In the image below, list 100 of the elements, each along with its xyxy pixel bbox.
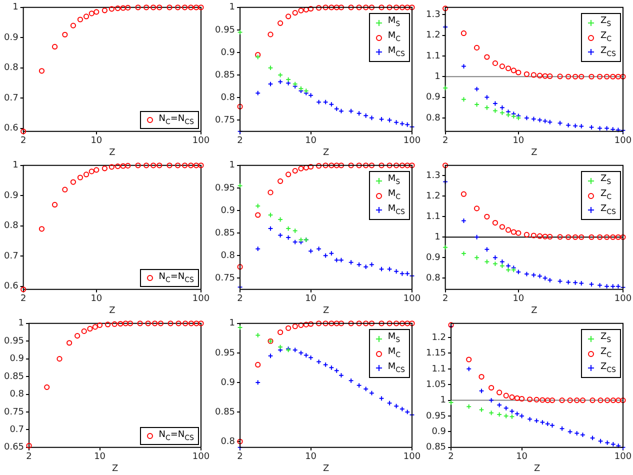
legend-label: M$_{S}$ (388, 173, 400, 188)
y-tick-label: 0.8 (4, 63, 19, 74)
legend-label: Z$_{CS}$ (600, 44, 616, 60)
x-tick-label: 2 (237, 452, 243, 462)
x-axis-title: Z (531, 306, 538, 316)
y-tick-label: 0.9 (220, 378, 236, 388)
y-tick-label: 0.7 (10, 425, 24, 436)
x-tick-label: 2 (442, 136, 448, 146)
legend-label: M$_{CS}$ (388, 44, 405, 60)
legend-label: N$_{C}$=N$_{CS}$ (158, 112, 194, 128)
x-tick-label: 100 (403, 294, 421, 304)
x-tick-label: 100 (614, 452, 632, 462)
legend-label: Z$_{C}$ (600, 188, 612, 203)
y-tick-label: 0.85 (4, 372, 24, 382)
y-tick-label: 1 (229, 318, 236, 329)
x-axis-title: Z (112, 464, 118, 474)
x-tick-label: 10 (512, 294, 524, 304)
x-tick-label: 100 (403, 452, 421, 462)
legend-label: M$_{C}$ (388, 30, 401, 45)
x-axis-title: Z (322, 306, 330, 316)
y-tick-label: 1 (18, 318, 24, 329)
y-tick-label: 1 (229, 2, 236, 13)
y-tick-label: 0.85 (214, 407, 236, 418)
x-tick-label: 100 (614, 294, 632, 304)
y-tick-label: 0.8 (426, 273, 441, 284)
y-tick-label: 0.95 (214, 183, 236, 194)
x-tick-label: 2 (442, 294, 448, 304)
y-tick-label: 0.7 (4, 93, 18, 104)
y-tick-label: 0.8 (10, 390, 24, 400)
y-tick-label: 1 (434, 232, 440, 242)
legend-label: Z$_{CS}$ (600, 360, 616, 376)
legend-label: Z$_{S}$ (600, 173, 612, 188)
y-tick-label: 0.8 (220, 250, 236, 261)
y-tick-label: 1.15 (426, 348, 446, 359)
legend-label: Z$_{C}$ (600, 346, 612, 361)
y-tick-label: 1.2 (426, 191, 440, 202)
x-tick-label: 10 (305, 136, 317, 146)
x-axis-title: Z (109, 306, 116, 316)
legend-label: Z$_{C}$ (600, 30, 612, 45)
legend-label: M$_{C}$ (388, 346, 401, 361)
x-tick-label: 100 (403, 136, 421, 146)
y-tick-label: 1.2 (426, 30, 440, 41)
legend-label: N$_{C}$=N$_{CS}$ (158, 428, 194, 444)
y-tick-label: 1.1 (426, 212, 440, 222)
y-tick-label: 0.9 (220, 206, 236, 216)
legend-label: M$_{C}$ (388, 188, 401, 203)
x-tick-label: 100 (192, 136, 210, 146)
x-tick-label: 100 (614, 136, 632, 146)
legend-label: M$_{S}$ (388, 15, 400, 30)
y-tick-label: 0.6 (4, 282, 19, 292)
legend-label: M$_{S}$ (388, 331, 400, 346)
y-tick-label: 0.95 (214, 25, 236, 36)
y-tick-label: 0.9 (220, 48, 236, 58)
x-tick-label: 2 (26, 452, 32, 462)
y-tick-label: 1 (440, 396, 446, 406)
y-tick-label: 0.9 (4, 32, 19, 43)
x-tick-label: 10 (305, 452, 317, 462)
x-axis-title: Z (531, 148, 538, 158)
y-tick-label: 0.9 (10, 354, 24, 364)
y-tick-label: 0.95 (214, 348, 236, 358)
y-tick-label: 1 (12, 160, 18, 171)
y-tick-label: 1.1 (426, 51, 440, 62)
y-tick-label: 0.6 (4, 124, 19, 134)
y-tick-label: 0.7 (4, 251, 18, 262)
legend-label: N$_{C}$=N$_{CS}$ (158, 270, 194, 286)
y-tick-label: 0.9 (426, 252, 441, 263)
x-tick-label: 10 (305, 294, 317, 304)
x-axis-title: Z (322, 464, 330, 474)
x-tick-label: 100 (192, 452, 210, 462)
legend-label: Z$_{S}$ (600, 15, 612, 30)
y-tick-label: 0.65 (4, 442, 24, 453)
y-tick-label: 1.2 (432, 332, 446, 343)
x-tick-label: 10 (516, 452, 528, 462)
x-tick-label: 100 (192, 294, 210, 304)
legend-label: Z$_{CS}$ (600, 202, 616, 218)
y-tick-label: 0.85 (214, 70, 236, 80)
x-axis-title: Z (109, 148, 116, 158)
y-tick-label: 1.3 (426, 170, 440, 181)
y-tick-label: 1.1 (432, 364, 446, 374)
y-tick-label: 0.75 (214, 273, 236, 284)
x-axis-title: Z (322, 148, 330, 158)
x-tick-label: 2 (448, 452, 454, 462)
y-tick-label: 0.9 (4, 190, 19, 201)
y-tick-label: 0.95 (426, 411, 446, 422)
y-tick-label: 0.8 (220, 436, 236, 447)
x-tick-label: 10 (90, 294, 102, 304)
x-tick-label: 10 (94, 452, 106, 462)
x-tick-label: 2 (20, 136, 26, 146)
x-tick-label: 10 (90, 136, 102, 146)
y-tick-label: 0.9 (426, 92, 441, 103)
legend-label: Z$_{S}$ (600, 331, 612, 346)
x-tick-label: 2 (20, 294, 26, 304)
y-tick-label: 0.85 (426, 442, 446, 453)
legend-label: M$_{CS}$ (388, 360, 405, 376)
y-tick-label: 0.75 (214, 115, 236, 126)
y-tick-label: 0.9 (432, 427, 446, 438)
y-tick-label: 0.8 (220, 92, 236, 103)
y-tick-label: 1.05 (426, 380, 446, 390)
y-tick-label: 1.3 (426, 10, 440, 20)
y-tick-label: 0.8 (4, 221, 19, 232)
